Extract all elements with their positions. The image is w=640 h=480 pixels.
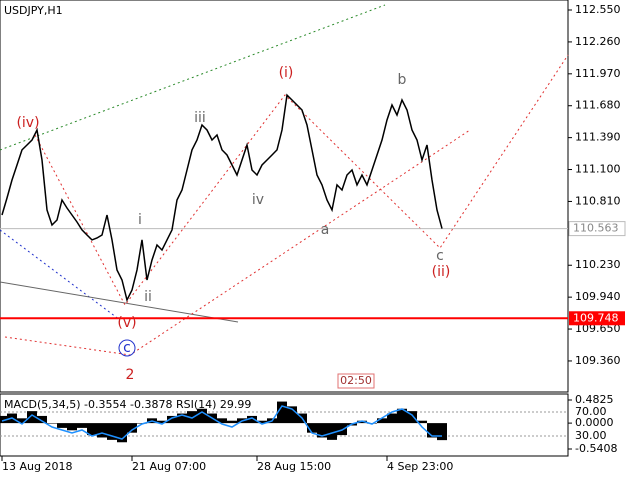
macd-bar — [57, 423, 67, 428]
macd-bar — [427, 423, 437, 438]
level-label: 109.748 — [573, 311, 619, 324]
main-pane — [0, 0, 569, 393]
y2-tick-label: 30.00 — [575, 429, 607, 442]
wave-label: 2 — [126, 367, 135, 383]
y-tick-label: -0.5408 — [575, 442, 617, 455]
wave-label: (iv) — [16, 115, 39, 131]
x-tick-label: 4 Sep 23:00 — [387, 460, 453, 473]
y-tick-label: 0.0000 — [575, 416, 614, 429]
macd-bar — [77, 423, 87, 428]
macd-bar — [277, 401, 287, 424]
wave-label: ii — [144, 289, 152, 305]
macd-bar — [357, 420, 367, 424]
time-box — [337, 373, 375, 389]
macd-bar — [327, 423, 337, 440]
macd-bar — [317, 423, 327, 438]
x-tick-label: 21 Aug 07:00 — [132, 460, 206, 473]
macd-bar — [407, 411, 417, 424]
rsi-line — [1, 405, 442, 440]
macd-bar — [417, 420, 427, 424]
wave-label: i — [138, 212, 142, 228]
trend-line — [0, 4, 386, 151]
wave-label: (i) — [279, 65, 294, 81]
macd-bar — [377, 418, 387, 424]
macd-bar — [227, 420, 237, 424]
wave-label: a — [321, 222, 330, 238]
macd-bar — [167, 415, 177, 424]
y-tick-label: 111.970 — [575, 67, 621, 80]
wave-label: c — [436, 248, 444, 264]
indicator-title: MACD(5,34,5) -0.3554 -0.3878 RSI(14) 29.… — [4, 398, 251, 411]
macd-bar — [437, 423, 447, 441]
macd-bar — [117, 423, 127, 443]
macd-bar — [17, 418, 27, 424]
wave-line — [34, 54, 569, 306]
y-tick-label: 110.230 — [575, 258, 621, 271]
macd-bar — [0, 415, 7, 424]
macd-bar — [217, 418, 227, 424]
wave-label: b — [398, 72, 407, 88]
macd-bar — [197, 408, 207, 424]
macd-bar — [307, 423, 317, 433]
y-tick-label: 109.940 — [575, 290, 621, 303]
y-tick-label: 109.360 — [575, 354, 621, 367]
y-tick-label: 111.680 — [575, 99, 621, 112]
wave-label: iii — [194, 110, 206, 126]
x-tick-label: 28 Aug 15:00 — [257, 460, 331, 473]
macd-bar — [107, 423, 117, 440]
y-tick-label: 109.650 — [575, 322, 621, 335]
wave-label: iv — [252, 192, 264, 208]
x-tick-label: 13 Aug 2018 — [2, 460, 72, 473]
y-tick-label: 111.390 — [575, 131, 621, 144]
y2-tick-label: 70.00 — [575, 405, 607, 418]
wave-label: (ii) — [432, 264, 451, 280]
trend-line — [0, 281, 239, 323]
price-box — [568, 221, 626, 237]
macd-bar — [67, 423, 77, 431]
macd-bar — [157, 420, 167, 424]
trend-line — [0, 229, 121, 321]
macd-bar — [127, 423, 137, 433]
macd-bar — [257, 420, 267, 424]
macd-bar — [177, 413, 187, 424]
wave-circle — [118, 339, 136, 357]
time-label: 02:50 — [340, 374, 372, 387]
macd-bar — [47, 423, 57, 424]
macd-bar — [27, 411, 37, 424]
macd-bar — [97, 423, 107, 438]
y-tick-label: 112.550 — [575, 3, 621, 16]
macd-bar — [387, 413, 397, 424]
wave-label: c — [123, 340, 131, 356]
price-line-series — [1, 93, 443, 303]
y-tick-label: 112.260 — [575, 35, 621, 48]
y-tick-label: 110.810 — [575, 194, 621, 207]
y-tick-label: 111.100 — [575, 163, 621, 176]
macd-bar — [287, 406, 297, 424]
macd-bar — [247, 415, 257, 424]
level-box — [569, 311, 625, 326]
y-tick-label: 0.4825 — [575, 393, 614, 406]
symbol-title: USDJPY,H1 — [4, 4, 63, 17]
macd-bar — [87, 423, 97, 436]
macd-bar — [37, 415, 47, 424]
price-label: 110.563 — [573, 222, 619, 235]
macd-bar — [337, 423, 347, 436]
macd-bar — [397, 408, 407, 424]
wave-label: (v) — [117, 315, 136, 331]
